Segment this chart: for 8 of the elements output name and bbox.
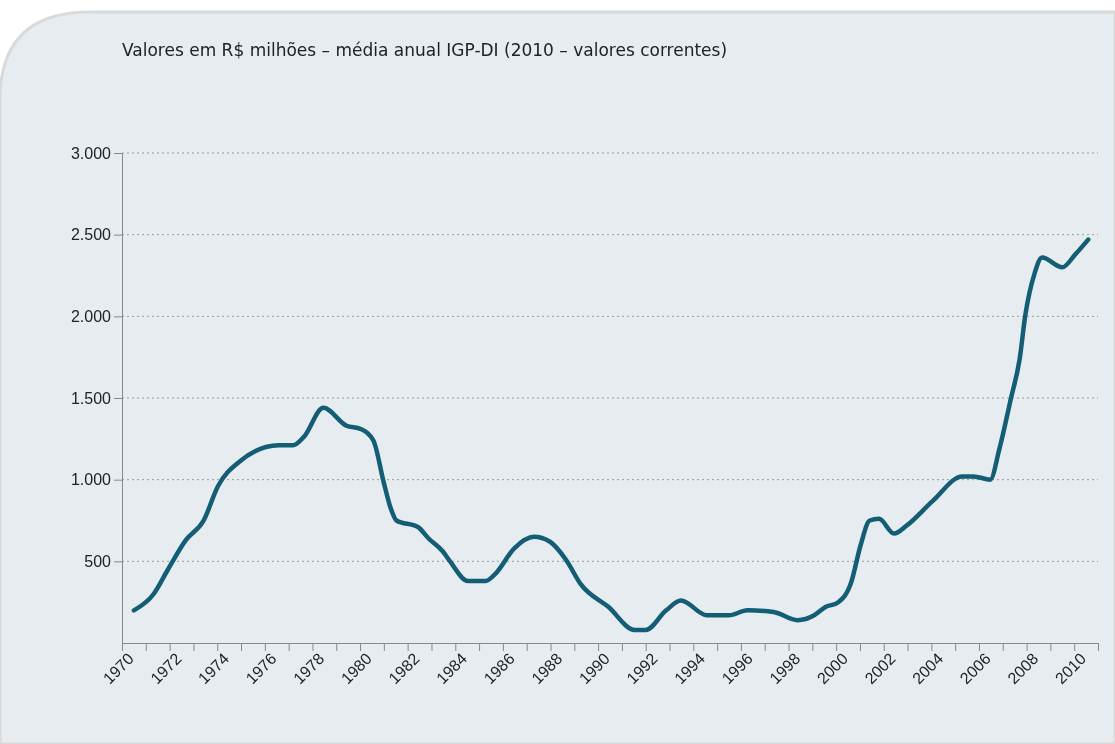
y-tick-label: 3.000 [70, 144, 112, 162]
y-tick-label: 2.500 [70, 226, 112, 244]
y-tick-label: 500 [84, 552, 112, 570]
line-series [131, 237, 1091, 633]
y-tick-label: 1.000 [70, 471, 112, 489]
y-tick-label: 1.500 [70, 389, 112, 407]
y-tick-label: 2.000 [70, 307, 112, 325]
chart-title: Valores em R$ milhões – média anual IGP-DI (2010 – valores correntes) [122, 40, 728, 60]
